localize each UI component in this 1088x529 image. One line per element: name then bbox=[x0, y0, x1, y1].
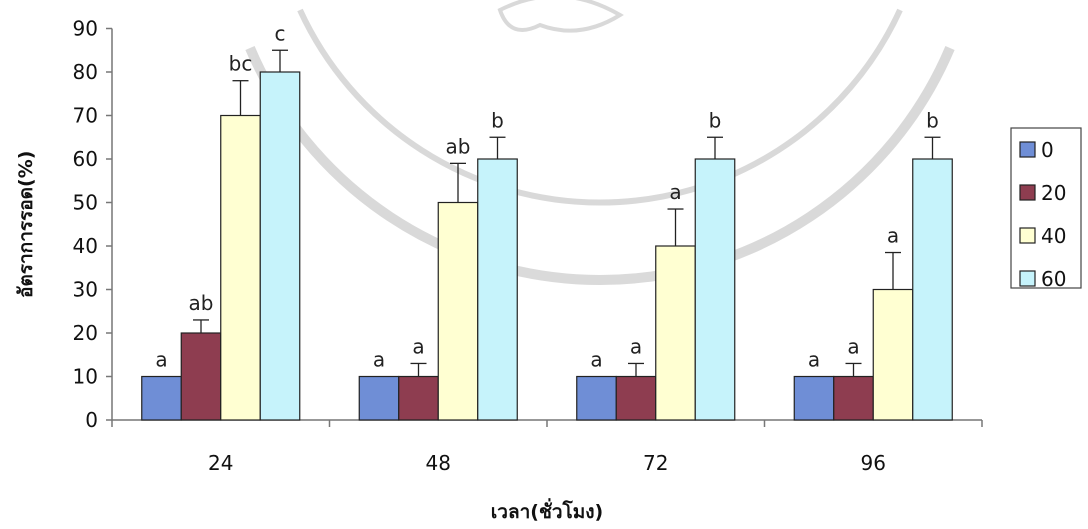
significance-label: ab bbox=[189, 291, 214, 315]
bar-40-96 bbox=[872, 288, 914, 421]
legend-label: 20 bbox=[1041, 181, 1066, 205]
legend-swatch bbox=[1019, 184, 1036, 201]
significance-label: a bbox=[412, 334, 424, 358]
bar-20-72 bbox=[615, 375, 657, 421]
y-tick-label: 40 bbox=[73, 234, 98, 258]
bar-20-96 bbox=[833, 375, 874, 421]
y-tick-label: 50 bbox=[73, 191, 98, 215]
bar-60-24 bbox=[259, 71, 301, 421]
bar-40-72 bbox=[655, 245, 696, 421]
bar-0-96 bbox=[793, 375, 835, 421]
y-tick-label: 20 bbox=[73, 321, 98, 345]
x-axis: 24 48 72 96 bbox=[111, 419, 983, 475]
bar-20-24 bbox=[180, 332, 222, 421]
legend-swatch bbox=[1019, 270, 1036, 287]
significance-label: a bbox=[887, 224, 899, 248]
x-tick-label: 96 bbox=[861, 451, 886, 475]
x-tick-label: 72 bbox=[643, 451, 668, 475]
significance-label: bc bbox=[229, 52, 253, 76]
bar-60-96 bbox=[912, 158, 953, 421]
y-axis-title: อัตราการรอด(%) bbox=[15, 151, 37, 298]
significance-label: a bbox=[373, 348, 385, 372]
significance-label: ab bbox=[446, 134, 471, 158]
significance-label: a bbox=[590, 348, 602, 372]
x-tick-label: 48 bbox=[426, 451, 451, 475]
y-tick-label: 90 bbox=[73, 17, 98, 41]
bar-20-48 bbox=[398, 375, 439, 421]
y-tick-label: 80 bbox=[73, 60, 98, 84]
bar-40-48 bbox=[437, 201, 479, 421]
bar-60-48 bbox=[477, 158, 518, 421]
significance-label: c bbox=[275, 21, 286, 45]
legend-swatch bbox=[1019, 227, 1036, 244]
significance-label: a bbox=[808, 348, 820, 372]
watermark-seal bbox=[245, 0, 955, 285]
significance-label: a bbox=[155, 348, 167, 372]
legend-label: 40 bbox=[1041, 224, 1066, 248]
significance-label: a bbox=[847, 334, 859, 358]
y-tick-label: 30 bbox=[73, 278, 98, 302]
y-tick-label: 10 bbox=[73, 365, 98, 389]
significance-label: a bbox=[669, 180, 681, 204]
significance-label: b bbox=[926, 108, 939, 132]
y-tick-label: 60 bbox=[73, 147, 98, 171]
y-tick-label: 0 bbox=[85, 408, 98, 432]
bar-40-24 bbox=[220, 114, 261, 421]
bar-0-48 bbox=[358, 375, 400, 421]
legend-label: 0 bbox=[1041, 138, 1054, 162]
legend-label: 60 bbox=[1041, 267, 1066, 291]
significance-label: b bbox=[709, 108, 722, 132]
x-axis-title: เวลา(ชั่วโมง) bbox=[491, 498, 603, 523]
bar-60-72 bbox=[694, 158, 736, 421]
significance-label: b bbox=[491, 108, 504, 132]
y-tick-label: 70 bbox=[73, 104, 98, 128]
legend-swatch bbox=[1019, 141, 1036, 158]
bar-0-72 bbox=[576, 375, 617, 421]
x-tick-label: 24 bbox=[208, 451, 233, 475]
legend: 0 20 40 60 bbox=[1010, 127, 1082, 291]
significance-label: a bbox=[630, 334, 642, 358]
y-axis: 0 10 20 30 40 50 60 70 80 90 bbox=[73, 17, 113, 432]
bar-0-24 bbox=[141, 375, 182, 421]
